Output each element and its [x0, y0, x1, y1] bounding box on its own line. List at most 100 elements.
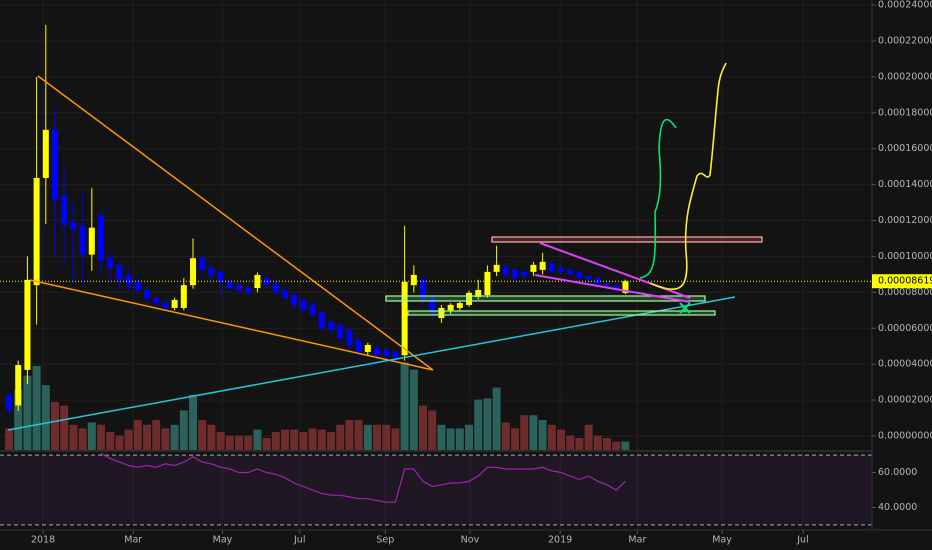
rsi-tick-label: 60.0000 — [878, 467, 917, 478]
candle-body — [199, 258, 206, 270]
x-tick-label: Jul — [796, 535, 808, 546]
volume-bar — [474, 399, 483, 450]
candle-body — [180, 285, 187, 308]
trend-line — [7, 296, 736, 431]
candle-body — [162, 303, 169, 308]
trend-line — [29, 279, 434, 371]
candle-body — [502, 267, 509, 275]
volume-bar — [538, 420, 547, 450]
y-tick-label: 0.00008000 — [878, 287, 932, 298]
candle-body — [282, 290, 289, 298]
candle-body — [346, 330, 353, 345]
drawn-path — [649, 62, 727, 291]
volume-bar — [345, 420, 354, 450]
rsi-tick-label: 40.0000 — [878, 502, 917, 513]
volume-bar — [465, 424, 474, 450]
candles — [0, 24, 872, 415]
candle-body — [604, 283, 611, 286]
volume-bar — [584, 424, 593, 450]
candle-body — [558, 267, 565, 272]
candle-body — [401, 281, 408, 356]
y-tick-label: 0.00004000 — [878, 359, 932, 370]
x-tick-label: Mar — [628, 535, 646, 546]
candle-body — [70, 222, 77, 230]
volume-bar — [60, 405, 69, 450]
volume-bar — [216, 432, 225, 450]
x-tick-label: Sep — [376, 535, 394, 546]
volume-bar — [225, 435, 234, 450]
drawn-mark — [679, 302, 691, 314]
candle-body — [61, 195, 68, 225]
volume-bar — [207, 424, 216, 450]
volume-bar — [41, 385, 50, 450]
drawings — [7, 62, 763, 431]
y-tick-label: 0.00018000 — [878, 107, 932, 118]
volume-bar — [235, 435, 244, 450]
candle-body — [392, 351, 399, 358]
candle-body — [337, 325, 344, 338]
candle-body — [42, 129, 49, 178]
volume-bar — [520, 415, 529, 450]
volume-bar — [189, 394, 198, 450]
volume-bar — [51, 402, 60, 450]
volume-bar — [612, 441, 621, 450]
candle-body — [420, 279, 427, 300]
candle-body — [383, 349, 390, 356]
candle-body — [530, 264, 537, 272]
candle-body — [576, 271, 583, 278]
candle-body — [245, 288, 252, 293]
volume-bar — [69, 424, 78, 450]
candle-body — [107, 258, 114, 268]
volume-bar — [198, 420, 207, 450]
candle-body — [153, 297, 160, 304]
volume-bar — [290, 429, 299, 450]
candle-body — [585, 276, 592, 280]
candle-body — [594, 277, 601, 284]
candle-body — [263, 277, 270, 286]
volume-bar — [428, 410, 437, 450]
volume-bar — [391, 428, 400, 450]
volume-bar — [317, 429, 326, 450]
candle-body — [456, 303, 463, 308]
volume-bar — [409, 369, 418, 450]
candle-body — [613, 285, 620, 291]
candle-body — [622, 281, 629, 293]
volume-bar — [336, 424, 345, 450]
candle-body — [134, 281, 141, 291]
volume-bar — [170, 424, 179, 450]
volume-bar — [152, 420, 161, 450]
volume-bar — [566, 435, 575, 450]
x-tick-label: Jul — [293, 535, 305, 546]
volume-bar — [5, 428, 14, 450]
volume-bar — [547, 424, 556, 450]
candle-body — [548, 263, 555, 272]
volume-bar — [382, 424, 391, 450]
volume-bar — [271, 432, 280, 450]
volume-bar — [253, 429, 262, 450]
volume-bar — [106, 432, 115, 450]
volume-bar — [124, 429, 133, 450]
volume-bar — [115, 435, 124, 450]
rsi-line — [100, 452, 626, 503]
y-tick-label: 0.00010000 — [878, 251, 932, 262]
y-tick-label: 0.00022000 — [878, 35, 932, 46]
candle-body — [33, 177, 40, 286]
candle-body — [208, 267, 215, 275]
pane-separator — [0, 450, 872, 452]
candle-body — [24, 279, 31, 370]
candle-body — [364, 344, 371, 352]
volume-bar — [511, 428, 520, 450]
volume-bar — [97, 424, 106, 450]
volume-bar — [501, 422, 510, 450]
candle-body — [217, 271, 224, 282]
volume-bar — [603, 438, 612, 450]
volume-bar — [308, 428, 317, 450]
zone — [407, 310, 716, 316]
drawn-path — [639, 118, 677, 279]
y-tick-label: 0.00012000 — [878, 215, 932, 226]
candle-body — [438, 307, 445, 319]
candle-body — [447, 304, 454, 311]
candle-body — [98, 215, 105, 261]
